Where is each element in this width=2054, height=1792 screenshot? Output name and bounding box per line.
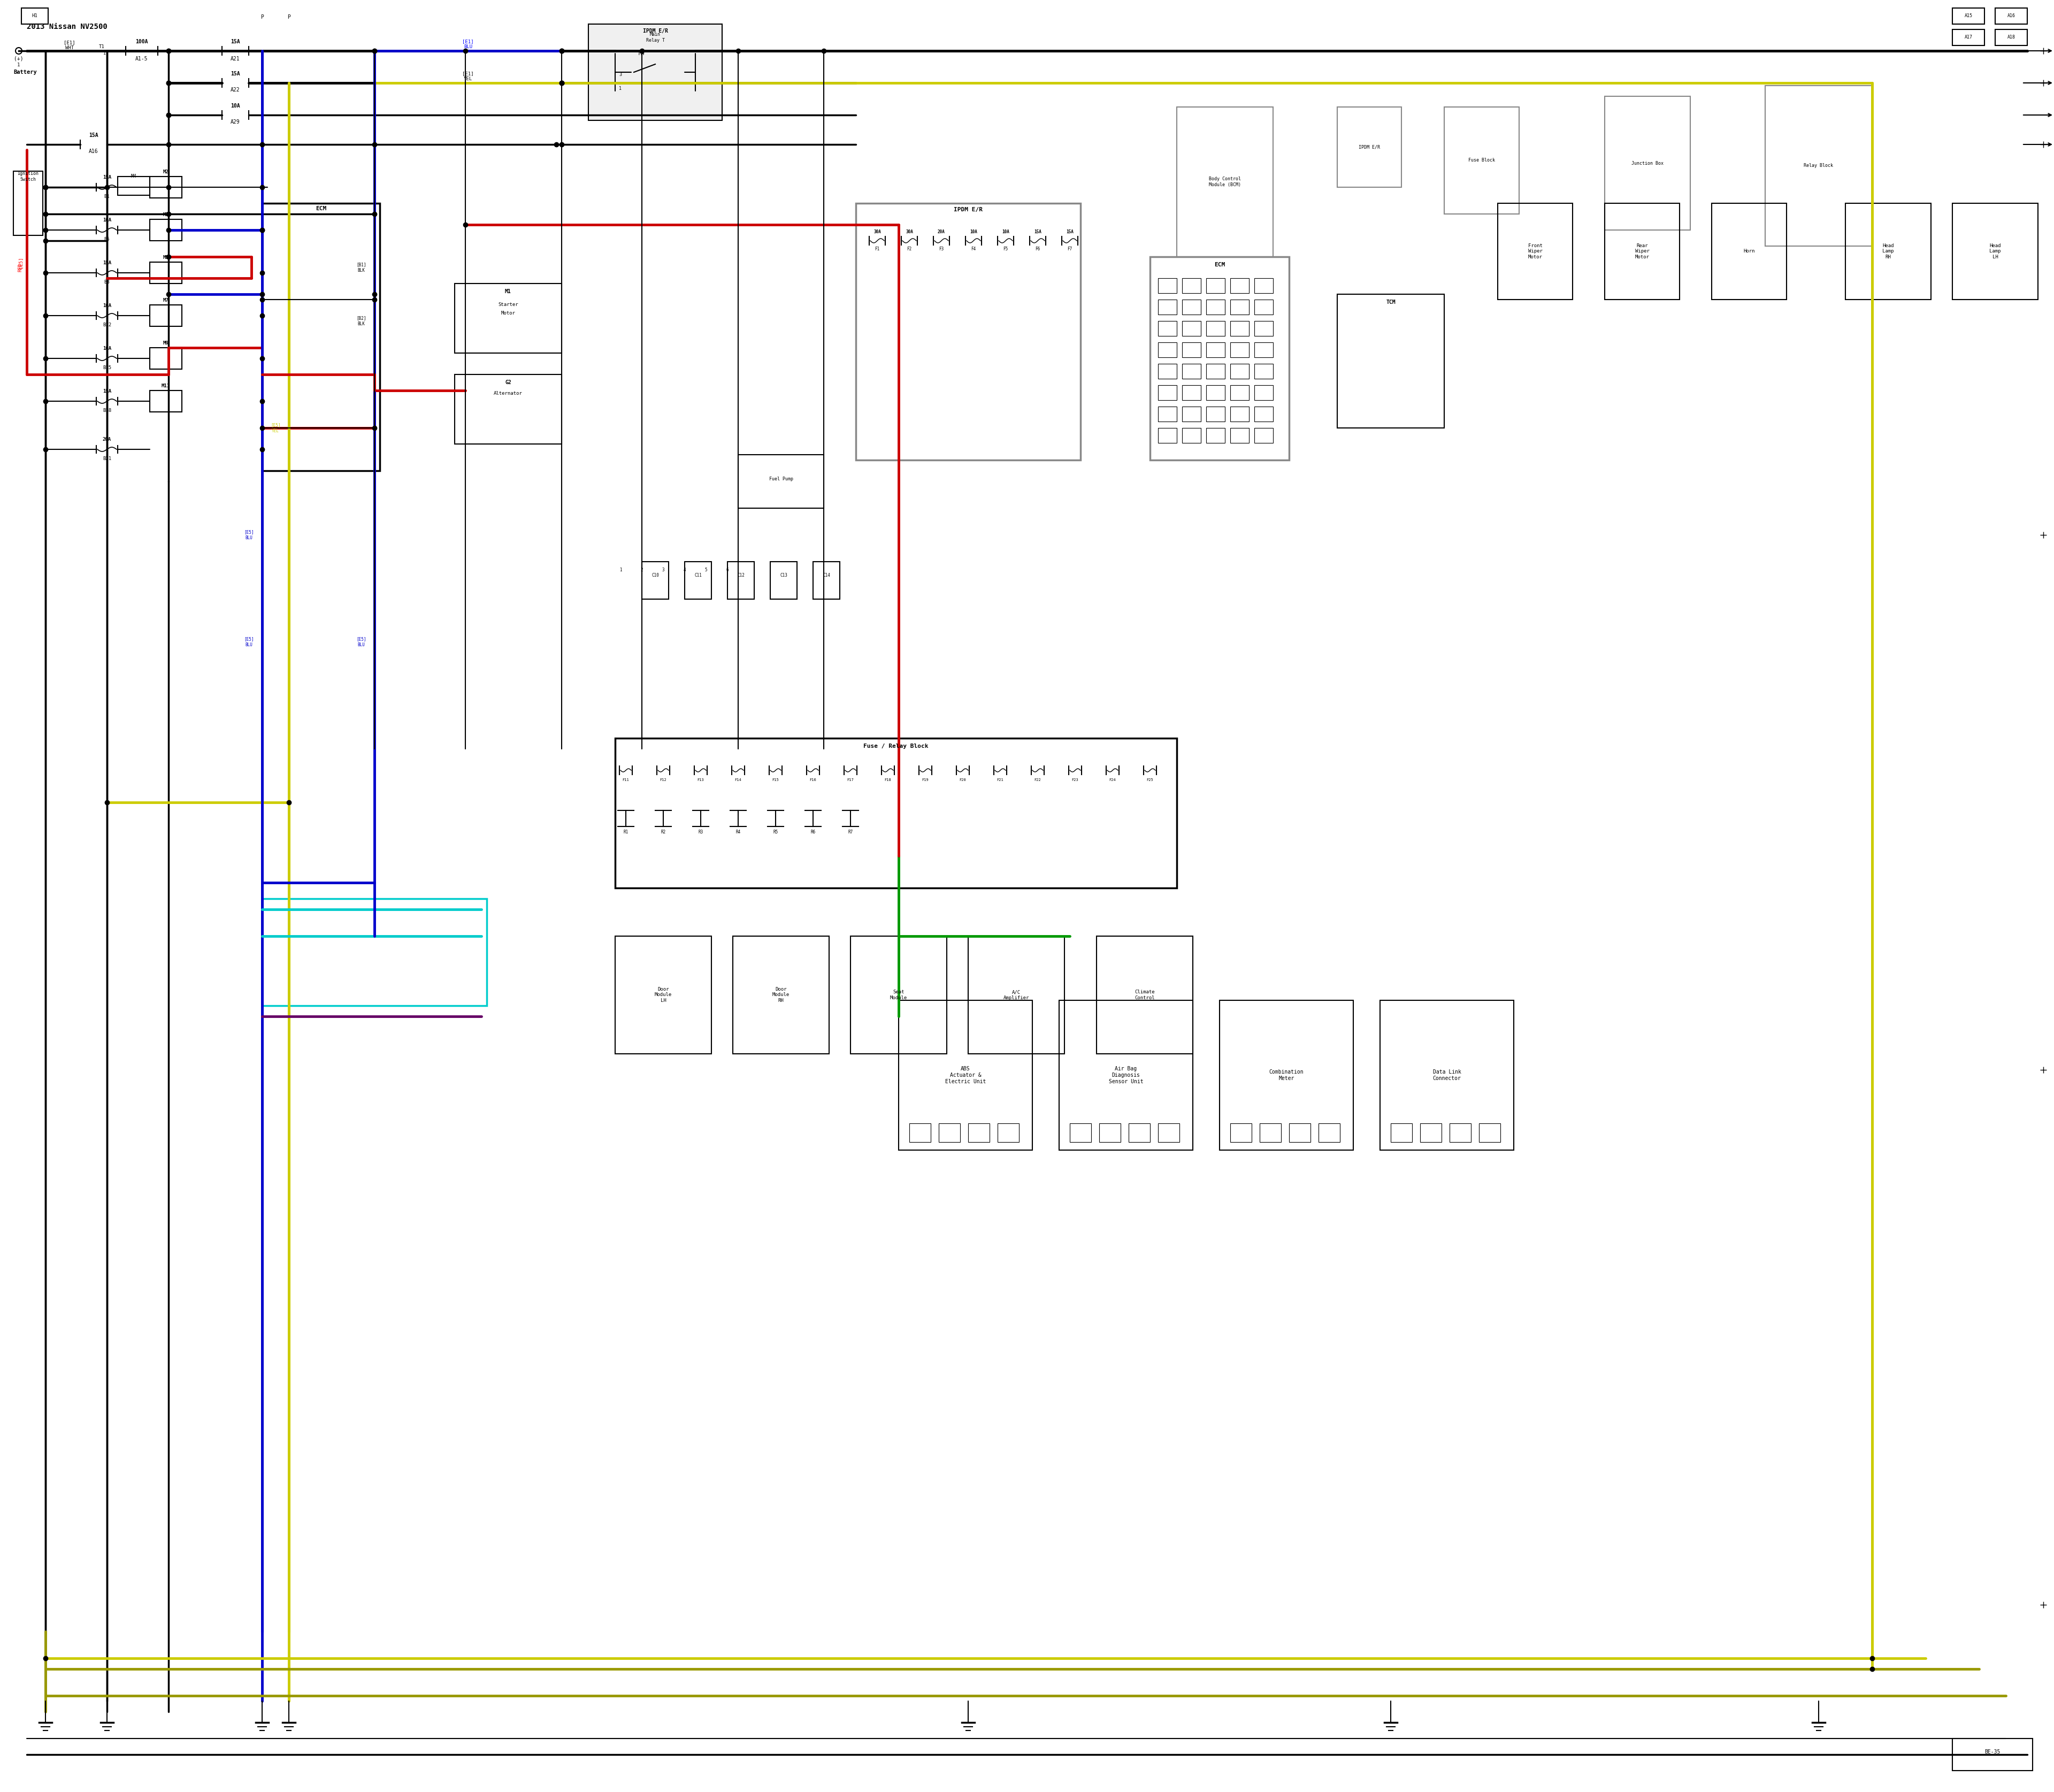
Bar [1206, 299, 1224, 315]
Text: M4: M4 [639, 50, 645, 56]
Bar [1230, 342, 1249, 357]
Text: M2: M2 [162, 170, 168, 174]
Bar [1158, 278, 1177, 294]
Text: 10A: 10A [103, 303, 111, 308]
Bar [150, 391, 183, 412]
Text: 15A: 15A [103, 389, 111, 394]
Text: Junction Box: Junction Box [1631, 161, 1664, 165]
Bar [1230, 1124, 1251, 1142]
Text: BE-35: BE-35 [1984, 1749, 2001, 1754]
Text: 10A: 10A [230, 104, 240, 109]
Bar [1450, 1124, 1471, 1142]
Bar [1158, 299, 1177, 315]
Bar [1259, 1124, 1282, 1142]
Bar [1444, 108, 1520, 213]
Bar [1230, 364, 1249, 378]
Text: F20: F20 [959, 778, 965, 781]
Text: C12: C12 [737, 573, 744, 577]
Text: F15: F15 [772, 778, 778, 781]
Text: B8: B8 [105, 280, 109, 285]
Text: Fuse Block: Fuse Block [1469, 158, 1495, 163]
Text: YEL: YEL [464, 77, 472, 82]
Bar [1953, 202, 2038, 299]
Bar [587, 23, 723, 120]
Bar [454, 375, 561, 444]
Text: R5: R5 [772, 830, 778, 835]
Text: [E5]
YEL: [E5] YEL [271, 423, 281, 434]
Text: M7: M7 [162, 297, 168, 303]
Text: M11: M11 [162, 383, 170, 389]
Bar [910, 1124, 930, 1142]
Text: F25: F25 [1146, 778, 1154, 781]
Text: F23: F23 [1072, 778, 1078, 781]
Text: 100A: 100A [136, 39, 148, 45]
Bar [1994, 7, 2027, 23]
Text: IPDM E/R: IPDM E/R [1358, 145, 1380, 149]
Bar [1206, 385, 1224, 400]
Text: Data Link
Connector: Data Link Connector [1434, 1070, 1460, 1081]
Bar [1230, 299, 1249, 315]
Bar [1183, 342, 1202, 357]
Text: F11: F11 [622, 778, 629, 781]
Text: [E1]: [E1] [462, 72, 474, 77]
Text: Fuse / Relay Block: Fuse / Relay Block [863, 744, 928, 749]
Bar [21, 7, 47, 23]
Text: C13: C13 [781, 573, 787, 577]
Bar [1183, 321, 1202, 335]
Text: Combination
Meter: Combination Meter [1269, 1070, 1304, 1081]
Bar [454, 283, 561, 353]
Bar [1255, 299, 1273, 315]
Text: 15A: 15A [1033, 229, 1041, 235]
Text: 1: 1 [618, 86, 622, 91]
Bar [1604, 202, 1680, 299]
Bar [1994, 29, 2027, 45]
Text: 15A: 15A [103, 176, 111, 179]
Bar [150, 219, 183, 240]
Text: Ignition
Switch: Ignition Switch [16, 172, 39, 181]
Bar [813, 561, 840, 599]
Bar [1255, 428, 1273, 443]
Bar [684, 561, 711, 599]
Text: 1: 1 [103, 52, 107, 56]
Text: F4: F4 [972, 247, 976, 251]
Bar [1230, 321, 1249, 335]
Bar [1764, 86, 1871, 246]
Bar [1255, 407, 1273, 421]
Text: R4: R4 [735, 830, 741, 835]
Text: TCM: TCM [1386, 299, 1395, 305]
Text: C11: C11 [694, 573, 702, 577]
Bar [1158, 321, 1177, 335]
Text: 15A: 15A [1066, 229, 1074, 235]
Bar [1099, 1124, 1121, 1142]
Text: 30A: 30A [906, 229, 914, 235]
Bar [614, 935, 711, 1054]
Text: R2: R2 [661, 830, 665, 835]
Text: 5: 5 [705, 568, 707, 572]
Bar [1391, 1124, 1413, 1142]
Text: Climate
Control: Climate Control [1134, 989, 1154, 1000]
Bar [1128, 1124, 1150, 1142]
Text: 1: 1 [16, 63, 21, 68]
Bar [1844, 202, 1931, 299]
Bar [900, 1000, 1033, 1150]
Bar [1604, 97, 1690, 229]
Bar [1953, 1738, 2033, 1770]
Bar [1183, 407, 1202, 421]
Text: F16: F16 [809, 778, 815, 781]
Bar [641, 561, 670, 599]
Bar [1255, 278, 1273, 294]
Bar [1183, 364, 1202, 378]
Text: IPDM E/R: IPDM E/R [643, 29, 668, 34]
Bar [1183, 428, 1202, 443]
Bar [1206, 407, 1224, 421]
Text: M5: M5 [162, 256, 168, 260]
Text: P: P [261, 14, 263, 20]
Bar [1419, 1124, 1442, 1142]
Text: F19: F19 [922, 778, 928, 781]
Text: 30A: 30A [873, 229, 881, 235]
Bar [1158, 1124, 1179, 1142]
Text: [E5]
BLU: [E5] BLU [355, 636, 366, 647]
Bar [614, 738, 1177, 889]
Bar [1070, 1124, 1091, 1142]
Bar [1206, 342, 1224, 357]
